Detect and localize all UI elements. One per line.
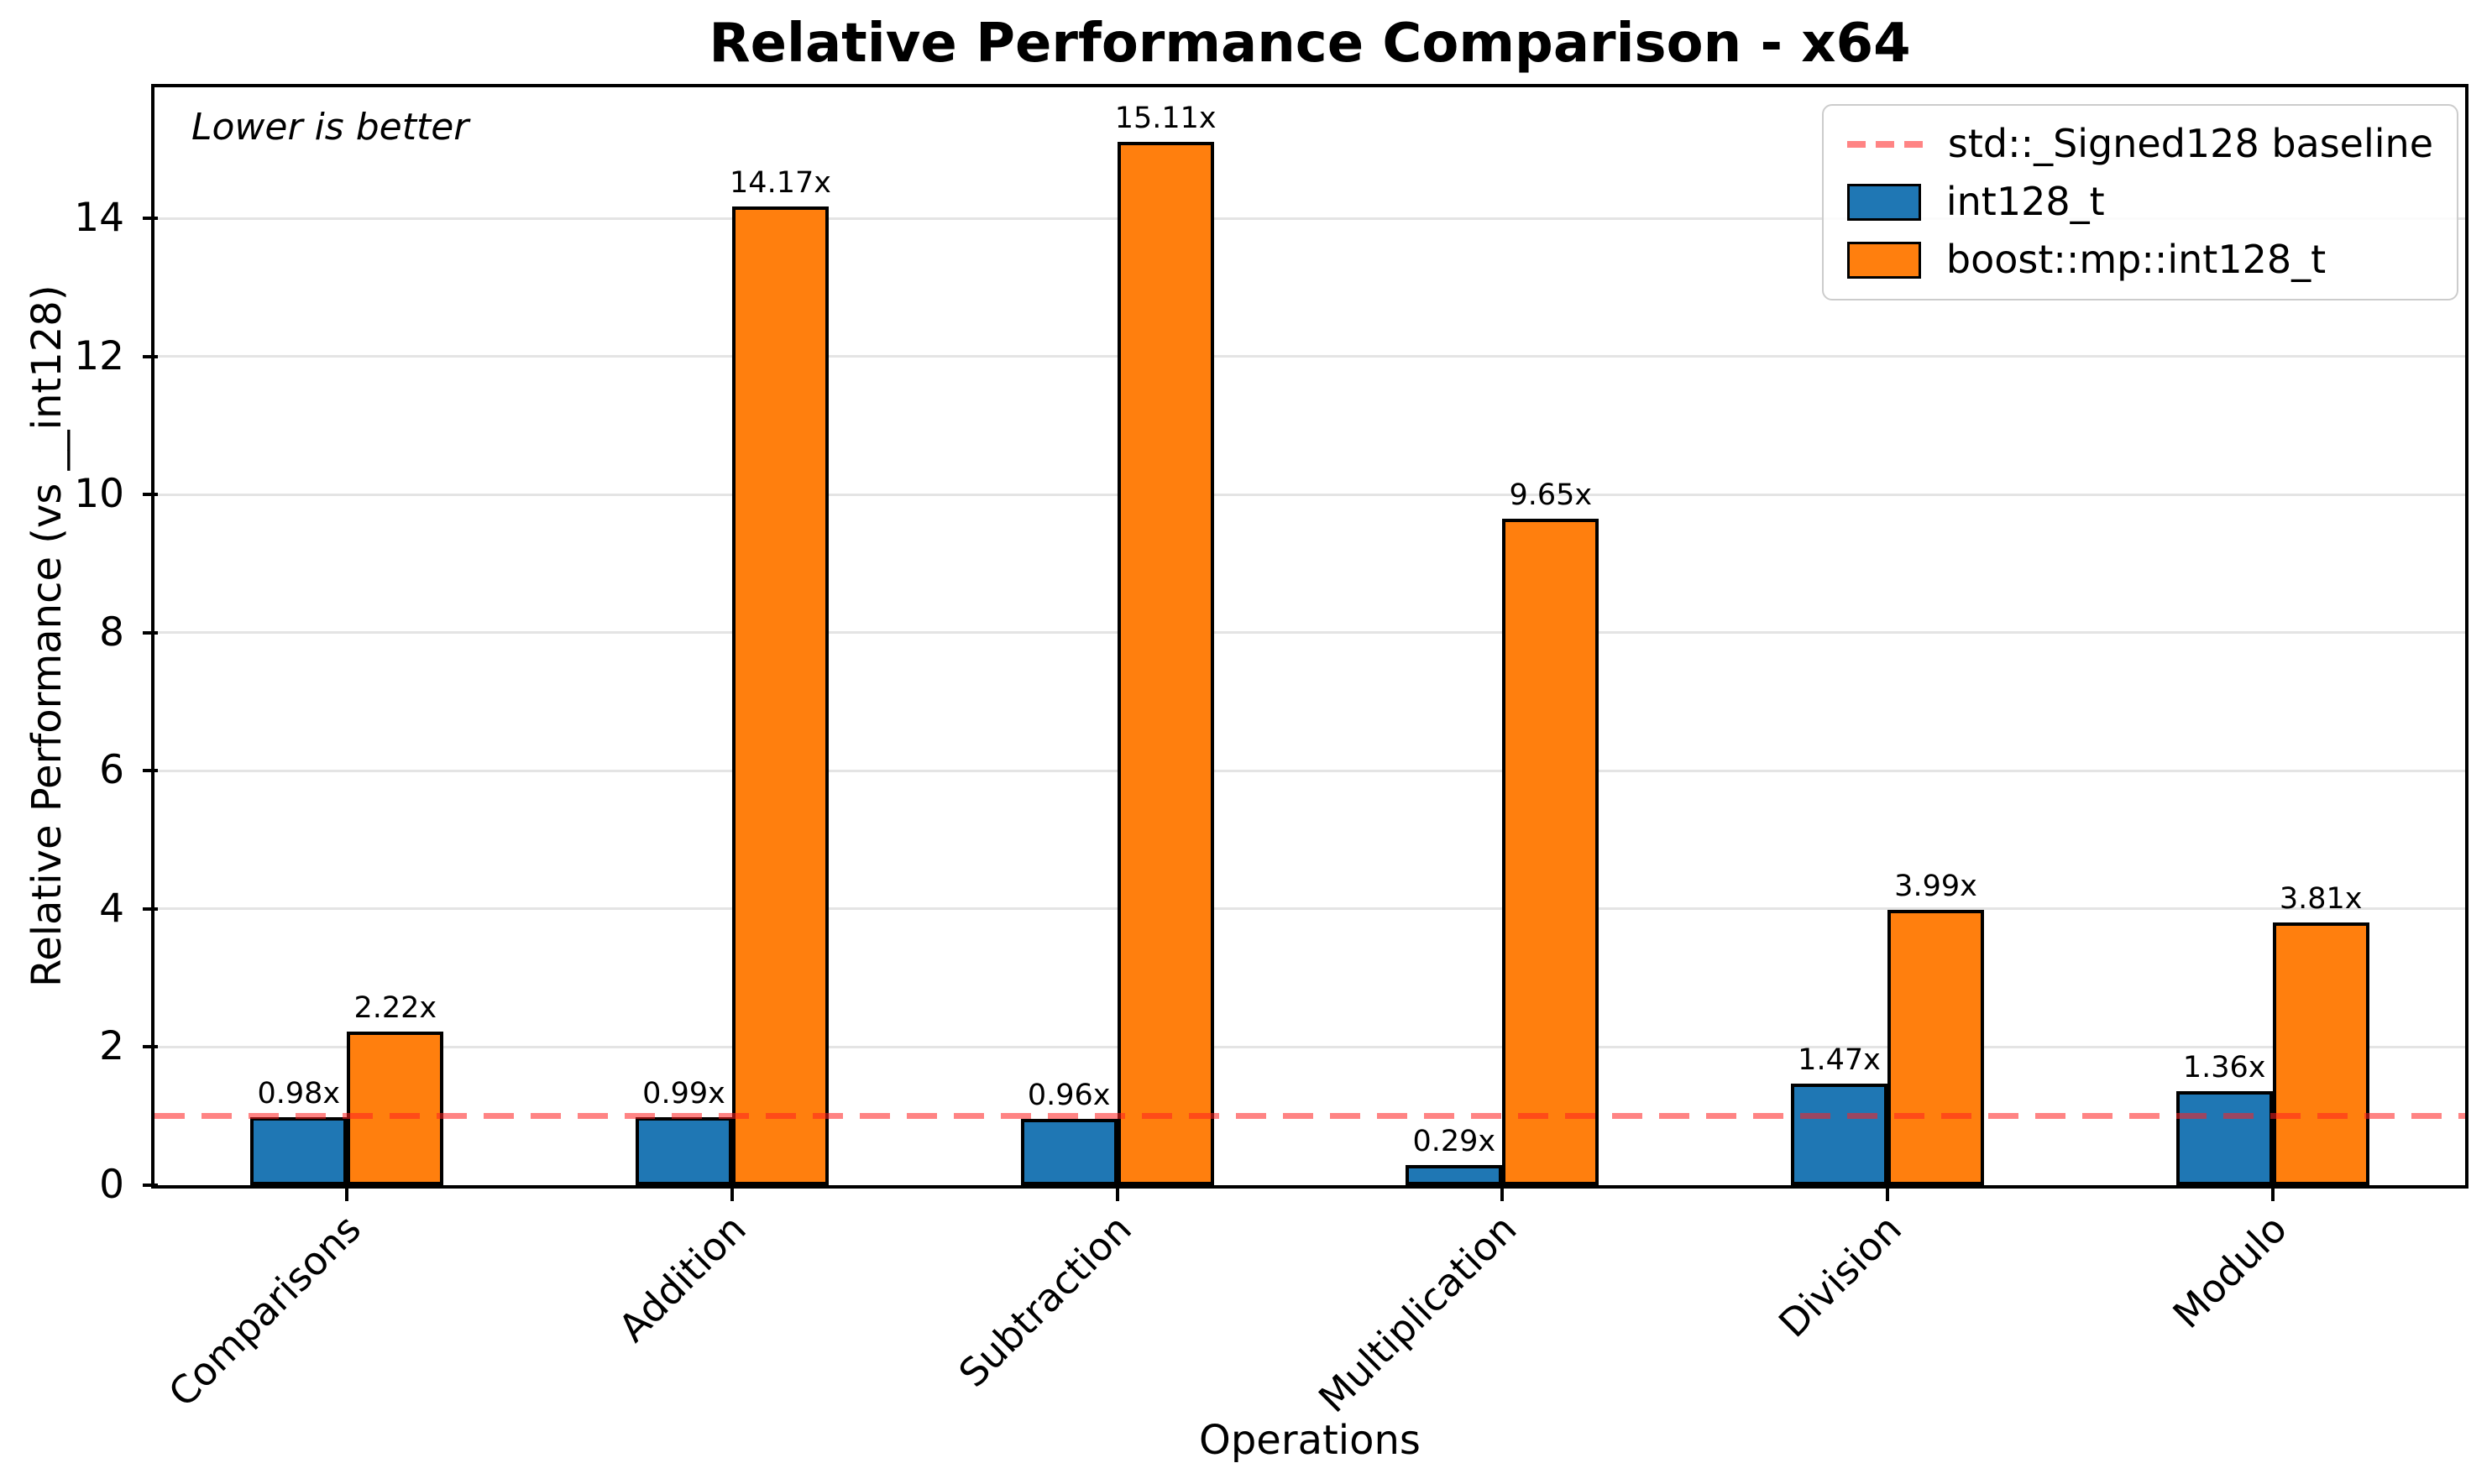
x-tick-label-division: Division [1769, 1205, 1910, 1346]
y-axis-label: Relative Performance (vs __int128) [24, 285, 71, 988]
bar-value-label: 14.17x [730, 166, 831, 201]
bar-boost::mp::int128_t-subtraction [1117, 142, 1214, 1185]
y-tick-mark [143, 1045, 158, 1049]
bar-value-label: 0.96x [1027, 1079, 1111, 1113]
x-tick-mark [1886, 1189, 1889, 1201]
x-tick-label-multiplication: Multiplication [1309, 1205, 1526, 1422]
bar-int128_t-modulo [2175, 1091, 2273, 1185]
x-tick-mark [2270, 1189, 2275, 1201]
y-tick-mark [143, 769, 158, 773]
bar-value-label: 3.99x [1894, 869, 1977, 903]
legend-label-boost: boost::mp::int128_t [1945, 237, 2327, 283]
bar-value-label: 3.81x [2279, 881, 2363, 916]
bar-value-label: 0.99x [642, 1076, 725, 1110]
bar-value-label: 0.29x [1412, 1125, 1496, 1159]
legend-item-int128: int128_t [1846, 179, 2433, 225]
plot-area: Lower is better std::_Signed128 baseline… [74, 84, 2468, 1421]
gridline-y4 [154, 907, 2465, 911]
y-tick-label: 6 [99, 747, 124, 794]
bar-int128_t-multiplication [1406, 1165, 1503, 1185]
y-tick-label: 14 [74, 195, 124, 242]
x-tick-label-modulo: Modulo [2164, 1205, 2296, 1337]
bar-int128_t-division [1791, 1084, 1887, 1185]
gridline-y2 [154, 1045, 2465, 1048]
bar-int128_t-addition [636, 1116, 732, 1185]
y-tick-mark [143, 493, 158, 497]
bar-value-label: 2.22x [353, 991, 437, 1026]
x-axis-label: Operations [1199, 1417, 1421, 1464]
gridline-y14 [154, 217, 2465, 220]
y-tick-mark [143, 354, 158, 358]
bar-value-label: 1.36x [2182, 1051, 2266, 1085]
boost-color-swatch [1846, 241, 1921, 279]
y-tick-mark [143, 630, 158, 635]
lower-is-better-note: Lower is better [191, 106, 469, 149]
y-tick-mark [143, 1184, 158, 1187]
bar-int128_t-comparisons [250, 1117, 348, 1185]
x-tick-mark [730, 1189, 734, 1201]
y-tick-label: 10 [74, 471, 124, 518]
bar-value-label: 1.47x [1798, 1043, 1881, 1078]
y-tick-mark [143, 907, 158, 911]
x-tick-label-comparisons: Comparisons [160, 1205, 370, 1416]
y-tick-label: 4 [99, 885, 124, 932]
int128-color-swatch [1846, 183, 1921, 221]
bar-boost::mp::int128_t-comparisons [347, 1032, 444, 1185]
legend-label-baseline: std::_Signed128 baseline [1947, 121, 2433, 166]
y-tick-mark [143, 217, 158, 221]
gridline-y12 [154, 355, 2465, 358]
gridline-y6 [154, 769, 2465, 772]
x-tick-mark [1500, 1189, 1505, 1201]
x-tick-label-addition: Addition [610, 1205, 755, 1351]
bar-boost::mp::int128_t-modulo [2272, 922, 2369, 1185]
legend-label-int128: int128_t [1945, 179, 2105, 225]
y-tick-label: 0 [99, 1162, 124, 1208]
bar-int128_t-subtraction [1020, 1119, 1118, 1185]
legend-item-baseline: std::_Signed128 baseline [1846, 121, 2433, 167]
y-tick-label: 2 [99, 1023, 124, 1070]
baseline-line [154, 1113, 2465, 1120]
baseline-dash-icon [1846, 140, 1923, 148]
gridline-y8 [154, 631, 2465, 635]
x-tick-mark [345, 1189, 349, 1201]
legend: std::_Signed128 baseline int128_t boost:… [1821, 104, 2458, 300]
gridline-y10 [154, 493, 2465, 496]
bar-value-label: 9.65x [1509, 478, 1593, 513]
y-tick-label: 12 [74, 332, 124, 379]
bar-boost::mp::int128_t-multiplication [1502, 519, 1599, 1185]
bar-boost::mp::int128_t-addition [732, 206, 829, 1185]
y-tick-label: 8 [99, 609, 124, 656]
bar-value-label: 15.11x [1114, 102, 1217, 135]
legend-item-boost: boost::mp::int128_t [1846, 237, 2433, 283]
chart-title: Relative Performance Comparison - x64 [709, 13, 1911, 75]
x-tick-label-subtraction: Subtraction [950, 1205, 1140, 1396]
bar-boost::mp::int128_t-division [1887, 909, 1984, 1185]
x-tick-mark [1115, 1189, 1119, 1201]
bar-value-label: 0.98x [257, 1077, 341, 1111]
